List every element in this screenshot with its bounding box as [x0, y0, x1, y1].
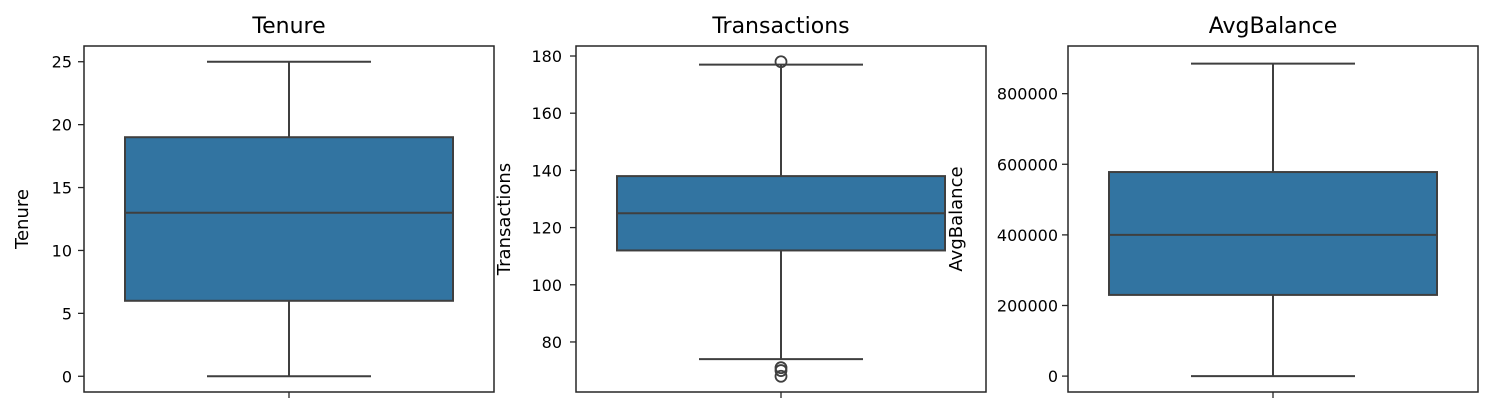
panel-0-y-axis-label: Tenure — [12, 189, 33, 250]
panel-1-title: Transactions — [711, 14, 849, 39]
panel-2-y-tick-label: 0 — [1048, 367, 1058, 386]
panel-2-box — [1108, 171, 1438, 296]
box-plot-panel-0: Tenure Tenure 0 5 10 15 20 25 — [12, 14, 495, 398]
panel-1-y-tick-label: 100 — [531, 276, 562, 295]
panel-0-y-tick-label: 15 — [52, 179, 72, 198]
panel-2-title: AvgBalance — [1209, 14, 1338, 39]
panel-0-y-tick-label: 20 — [52, 116, 72, 135]
panel-2-plot-frame — [1067, 45, 1479, 393]
panel-2-y-tick-label: 200000 — [997, 297, 1058, 316]
panel-0-y-tick-label: 25 — [52, 53, 72, 72]
panel-2-y-tick-label: 800000 — [997, 85, 1058, 104]
panel-1-outlier-point — [774, 364, 788, 377]
panel-1-y-tick-label: 80 — [542, 333, 562, 352]
panel-1-y-tick-label: 140 — [531, 161, 562, 180]
box-plot-panel-2: AvgBalance AvgBalance 0 200000 400000 600000 8… — [946, 14, 1479, 398]
panel-0-plot-frame — [83, 45, 495, 393]
panel-1-outlier-point — [774, 369, 788, 383]
panel-1-y-tick-label: 180 — [531, 47, 562, 66]
panel-0-y-tick-label: 10 — [52, 241, 72, 260]
panel-0-box — [124, 136, 454, 302]
panel-1-plot-frame — [575, 45, 987, 393]
panel-0-y-tick-label: 5 — [62, 304, 72, 323]
panel-2-y-axis-label: AvgBalance — [946, 166, 967, 271]
panel-1-y-tick-label: 160 — [531, 104, 562, 123]
panel-2-y-tick-label: 600000 — [997, 155, 1058, 174]
panel-0-y-tick-label: 0 — [62, 367, 72, 386]
panel-1-y-tick-label: 120 — [531, 219, 562, 238]
panel-1-outlier-point — [774, 55, 788, 69]
box-plot-panel-1: Transactions Transactions 80 100 120 140 160 18… — [494, 14, 987, 398]
panel-0-title: Tenure — [251, 14, 325, 39]
panel-2-y-tick-label: 400000 — [997, 226, 1058, 245]
panel-1-y-axis-label: Transactions — [494, 163, 515, 276]
